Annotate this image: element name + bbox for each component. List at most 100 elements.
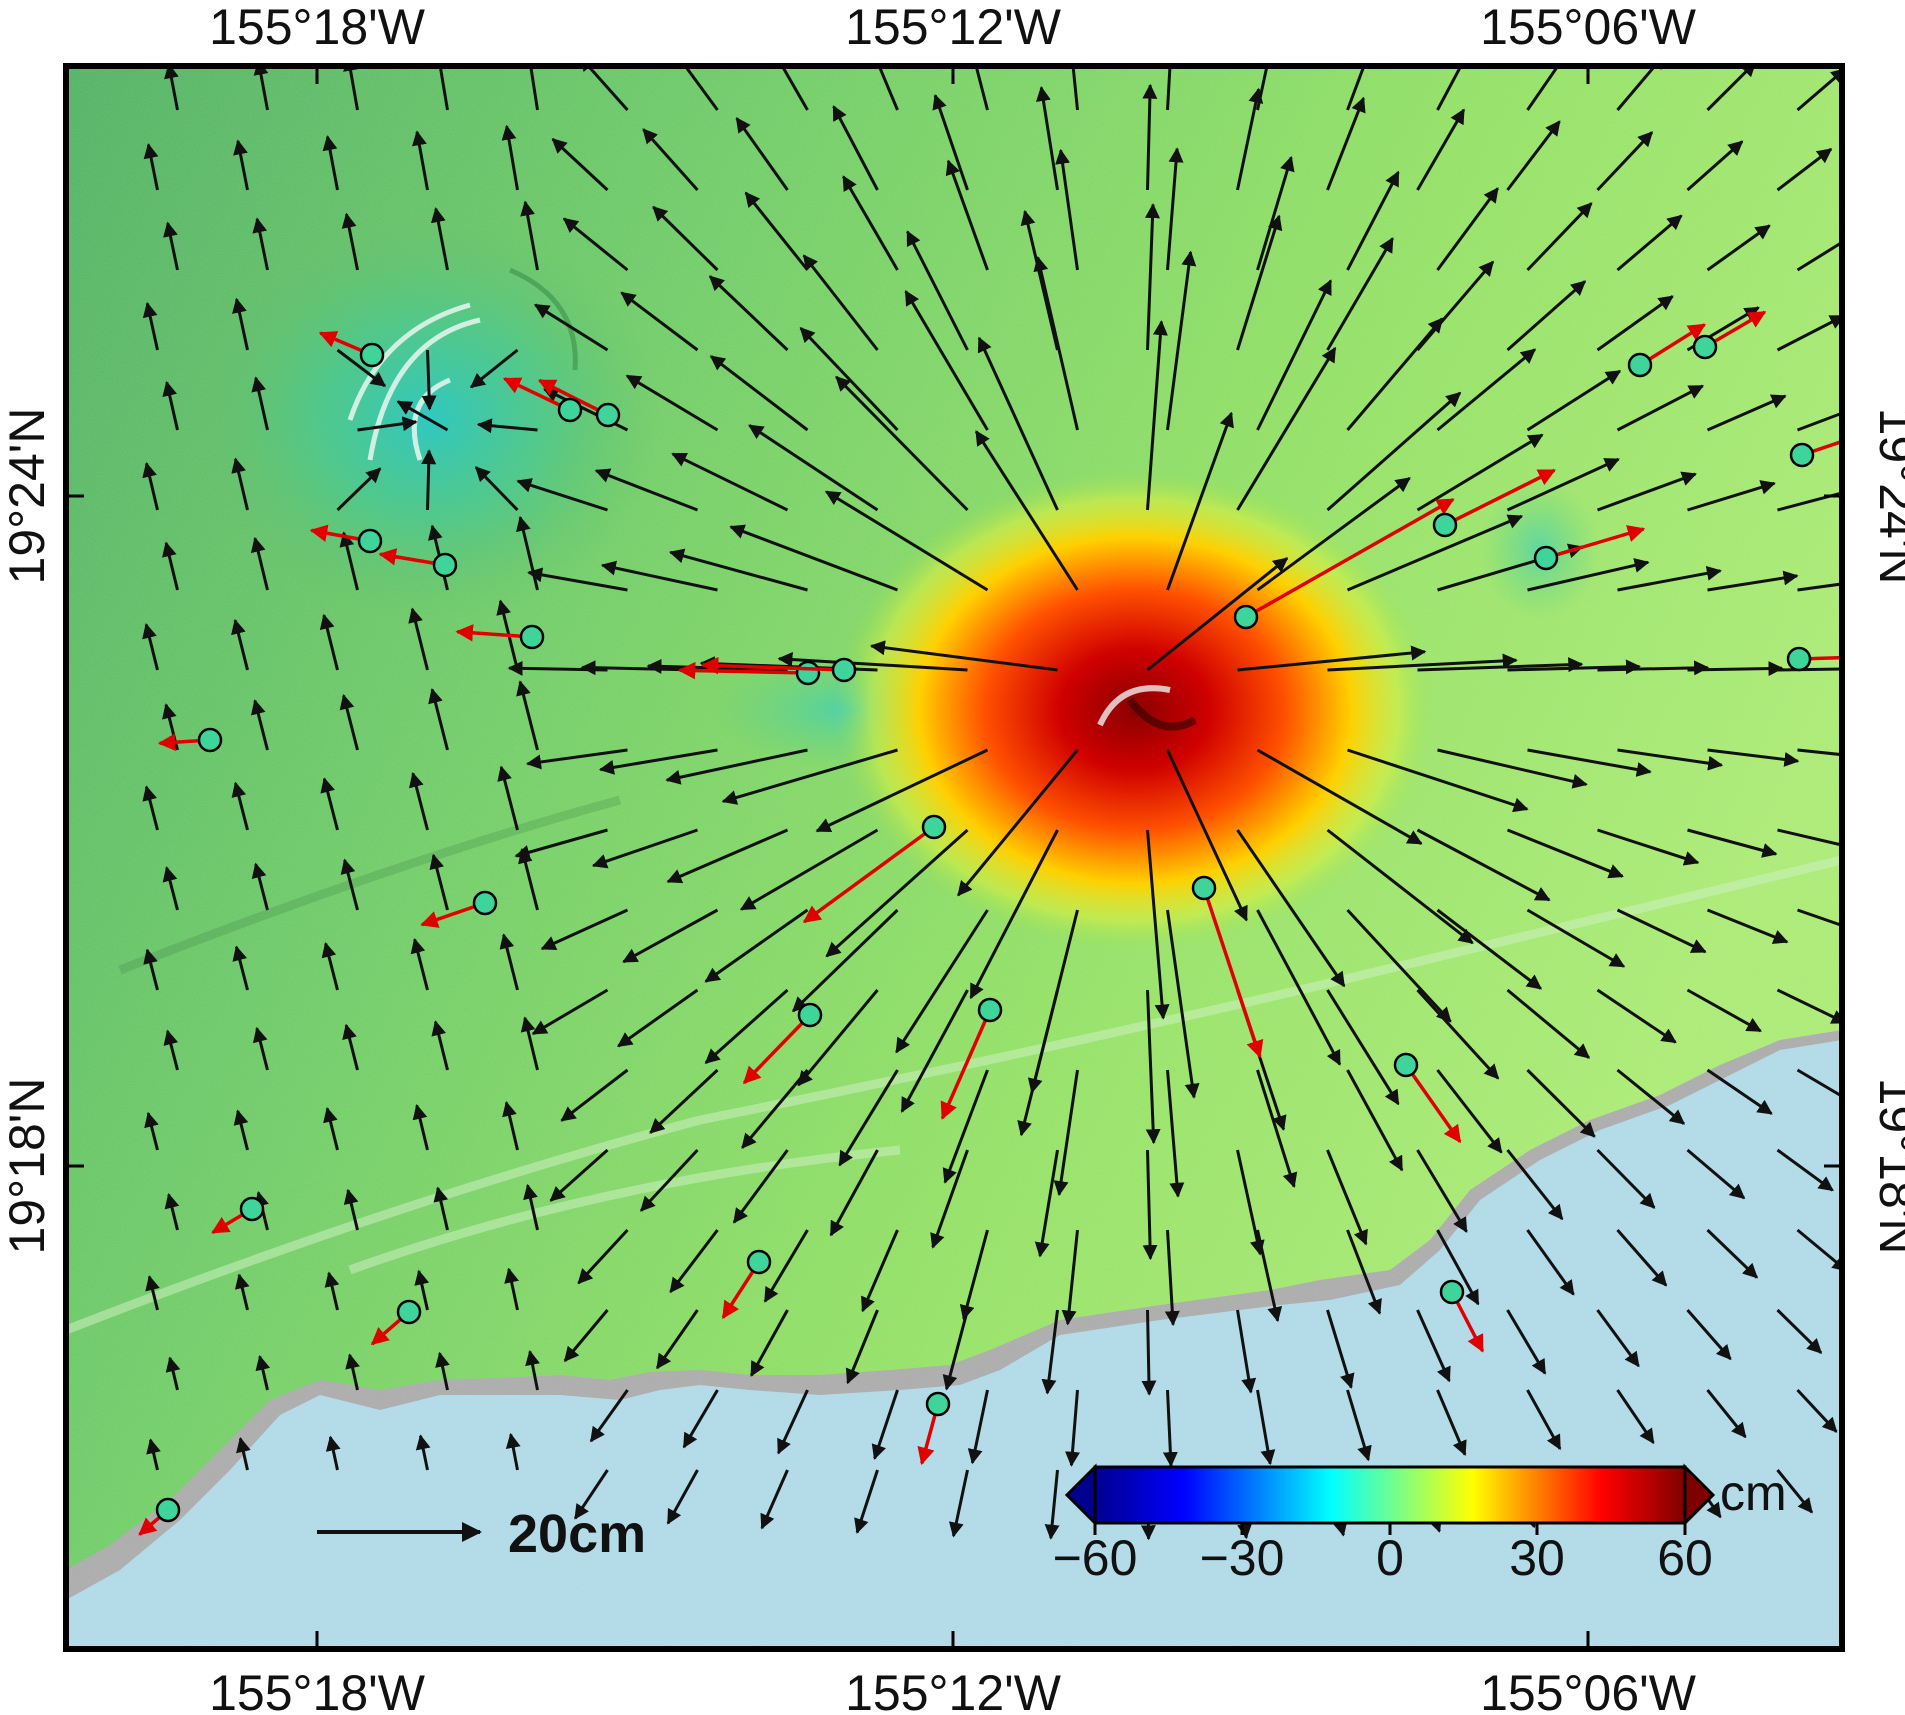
gps-station-marker	[921, 814, 947, 840]
model-displacement-arrow	[1617, 748, 1724, 771]
fault-scarps	[66, 795, 1842, 1335]
model-displacement-arrow	[476, 418, 538, 434]
model-displacement-arrow	[1706, 66, 1757, 112]
gps-station-marker	[1533, 545, 1559, 571]
observed-displacement-arrow	[1639, 323, 1706, 367]
model-displacement-arrow	[835, 375, 969, 512]
model-displacement-arrow	[343, 1188, 359, 1231]
model-displacement-arrow	[573, 1469, 609, 1520]
gps-station-marker	[359, 342, 385, 368]
gps-station-marker	[1439, 1279, 1465, 1305]
model-displacement-arrow	[594, 468, 699, 512]
model-displacement-arrow	[579, 66, 629, 111]
model-displacement-arrow	[1527, 748, 1652, 777]
model-displacement-arrow	[832, 105, 879, 191]
gps-station-marker	[1432, 512, 1458, 538]
model-displacement-arrow	[323, 1106, 339, 1151]
model-displacement-arrow	[683, 66, 719, 111]
model-displacement-arrow	[234, 1273, 250, 1311]
gps-station-marker	[746, 1249, 772, 1275]
model-displacement-arrow	[666, 828, 789, 884]
model-displacement-arrow	[161, 541, 179, 591]
model-displacement-arrow	[1164, 1229, 1180, 1327]
model-displacement-arrow	[1796, 411, 1842, 432]
lon-label-bottom-1: 155°18'W	[209, 1665, 426, 1715]
model-displacement-arrow	[1596, 1309, 1640, 1368]
model-displacement-arrow	[1256, 1389, 1276, 1466]
observed-displacement-arrow	[1202, 887, 1264, 1059]
observed-displacement-arrow	[537, 378, 609, 417]
model-displacement-arrow	[1507, 659, 1641, 675]
model-displacement-arrow	[412, 1104, 429, 1151]
model-displacement-arrow	[735, 117, 789, 191]
model-displacement-arrow	[1777, 828, 1842, 853]
model-displacement-arrow	[1506, 1149, 1564, 1221]
model-displacement-arrow	[540, 908, 629, 951]
model-displacement-arrow	[1416, 433, 1544, 512]
model-displacement-arrow	[252, 217, 269, 271]
model-displacement-arrow	[1346, 317, 1444, 431]
model-displacement-arrow	[322, 135, 339, 191]
model-displacement-arrow	[1687, 661, 1784, 677]
gps-station-marker	[432, 552, 458, 578]
caldera-rings	[347, 267, 578, 461]
model-displacement-arrow	[431, 1020, 449, 1071]
gps-station-marker	[357, 528, 383, 554]
model-displacement-arrow	[232, 945, 249, 991]
model-displacement-arrow	[252, 1026, 269, 1071]
model-displacement-arrow	[1526, 66, 1560, 111]
model-displacement-arrow	[1256, 1069, 1298, 1189]
model-displacement-arrow	[709, 355, 809, 432]
model-displacement-arrow	[1776, 315, 1842, 352]
model-displacement-arrow	[1596, 988, 1677, 1044]
crater-floor	[1126, 697, 1197, 731]
gps-station-marker	[831, 657, 857, 683]
model-displacement-arrow	[551, 138, 609, 192]
model-displacement-arrow	[969, 829, 1059, 1000]
model-displacement-arrow	[708, 275, 789, 352]
lat-label-left-1: 19°24'N	[0, 408, 55, 585]
gps-station-marker	[925, 1391, 951, 1417]
model-displacement-arrow	[1796, 1388, 1838, 1433]
model-displacement-arrow	[668, 548, 808, 592]
model-displacement-arrow	[1256, 476, 1411, 592]
model-displacement-arrow	[1706, 224, 1771, 272]
gps-station-marker	[977, 997, 1003, 1023]
model-displacement-arrow	[1166, 1069, 1185, 1198]
lat-label-left-2: 19°18'N	[0, 1078, 55, 1255]
lat-label-right-2: 19°18'N	[1869, 1078, 1905, 1255]
model-displacement-arrow	[516, 680, 539, 751]
model-displacement-arrow	[942, 1069, 989, 1184]
model-displacement-arrow	[1706, 1068, 1773, 1115]
model-displacement-arrow	[655, 1309, 699, 1370]
model-displacement-arrow	[1416, 108, 1466, 191]
observed-displacement-arrow	[1545, 525, 1646, 560]
model-displacement-arrow	[1041, 1309, 1059, 1395]
model-displacement-arrow	[504, 1267, 519, 1311]
model-displacement-arrow	[1326, 828, 1474, 945]
model-displacement-arrow	[1416, 1149, 1468, 1233]
model-displacement-arrow	[429, 853, 449, 911]
model-displacement-arrow	[231, 781, 249, 831]
model-displacement-arrow	[549, 1148, 609, 1202]
model-displacement-arrow	[1616, 66, 1666, 111]
model-displacement-arrow	[930, 1149, 969, 1249]
model-displacement-arrow	[145, 1275, 160, 1311]
model-displacement-arrow	[520, 1016, 539, 1071]
model-displacement-arrow	[345, 1353, 360, 1391]
model-displacement-arrow	[319, 613, 339, 671]
model-displacement-arrow	[652, 205, 719, 272]
model-displacement-arrow	[1346, 908, 1452, 1023]
model-displacement-arrow	[824, 490, 989, 592]
model-displacement-arrow	[1506, 988, 1591, 1059]
model-displacement-arrow	[1326, 237, 1394, 351]
model-displacement-arrow	[432, 66, 449, 111]
gps-station-marker	[197, 727, 223, 753]
model-displacement-arrow	[1506, 457, 1620, 512]
model-displacement-arrow	[1055, 148, 1079, 271]
model-displacement-arrow	[1706, 1389, 1747, 1439]
model-displacement-arrow	[1796, 1228, 1842, 1272]
model-displacement-arrow	[1033, 255, 1079, 431]
model-displacement-arrow	[164, 66, 179, 111]
model-displacement-arrow	[251, 862, 269, 911]
